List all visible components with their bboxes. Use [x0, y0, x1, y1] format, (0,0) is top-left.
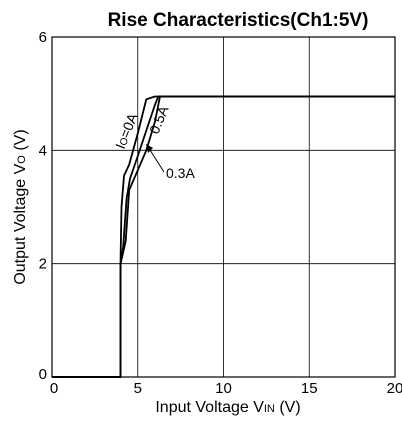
- grid: [52, 37, 395, 377]
- x-tick-label-10: 10: [215, 380, 232, 397]
- series-line-2: [52, 95, 395, 378]
- tick-labels: 0 5 10 15 20 0 2 4 6: [39, 29, 402, 397]
- annotation-0-3a: 0.3A: [166, 165, 195, 181]
- x-tick-label-0: 0: [50, 380, 58, 397]
- chart-title: Rise Characteristics(Ch1:5V): [108, 10, 369, 31]
- plot-frame: [51, 36, 396, 378]
- annotation-io-0a: IO=0A: [112, 110, 141, 151]
- y-tick-label-0: 0: [39, 366, 47, 383]
- annotation-0-3a-leader: [149, 149, 165, 173]
- series-layer: [52, 95, 395, 378]
- y-tick-label-6: 6: [39, 29, 47, 46]
- x-tick-label-15: 15: [301, 380, 318, 397]
- y-axis-label: Output Voltage VO (V): [12, 129, 29, 284]
- x-tick-label-20: 20: [387, 380, 402, 397]
- x-axis-label: Input Voltage VIN (V): [155, 399, 300, 416]
- annotation-0-5a: 0.5A: [146, 103, 172, 136]
- x-tick-label-5: 5: [134, 380, 142, 397]
- y-tick-label-4: 4: [39, 142, 47, 159]
- y-tick-label-2: 2: [39, 256, 47, 273]
- annotation-0-3a-arrowhead: [146, 144, 153, 153]
